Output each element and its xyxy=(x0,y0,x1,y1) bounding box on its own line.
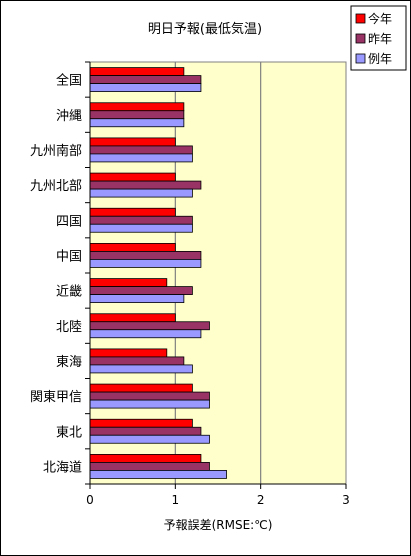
x-axis-ticks: 0 1 2 3 xyxy=(86,484,350,507)
y-tick-label-0: 全国 xyxy=(56,73,82,89)
bar-3-9 xyxy=(89,364,193,374)
bar-2-12 xyxy=(89,462,210,471)
bar-1-3 xyxy=(89,137,176,147)
chart-title: 明日予報(最低気温) xyxy=(148,21,262,37)
bar-2-2 xyxy=(89,110,185,120)
y-tick-label-4: 四国 xyxy=(56,214,82,229)
y-tick-label-6: 近畿 xyxy=(56,285,82,300)
bar-3-8 xyxy=(89,329,202,339)
bar-2-3 xyxy=(89,145,193,155)
legend-swatch-3 xyxy=(355,53,366,64)
legend-swatch-2 xyxy=(355,33,366,44)
bar-1-6 xyxy=(89,243,176,252)
bar-2-6 xyxy=(89,251,202,260)
bar-3-12 xyxy=(89,470,227,479)
y-tick-label-9: 関東甲信 xyxy=(30,389,82,405)
legend-label-2: 昨年 xyxy=(368,32,392,46)
bar-3-11 xyxy=(89,434,210,444)
x-axis-title: 予報誤差(RMSE:℃) xyxy=(164,517,273,532)
y-tick-label-8: 東海 xyxy=(56,354,82,370)
bar-1-8 xyxy=(89,313,176,323)
legend-swatch-1 xyxy=(355,13,366,24)
bar-2-8 xyxy=(89,321,210,331)
bar-1-12 xyxy=(89,454,202,463)
bar-1-1 xyxy=(89,67,185,76)
y-tick-label-10: 東北 xyxy=(56,424,82,440)
bar-2-9 xyxy=(89,356,185,366)
bar-3-4 xyxy=(89,188,193,198)
y-tick-label-11: 北海道 xyxy=(43,460,82,475)
y-tick-label-7: 北陸 xyxy=(56,319,82,335)
bar-2-10 xyxy=(89,391,210,401)
bar-1-10 xyxy=(89,383,193,393)
bar-3-6 xyxy=(89,259,202,268)
bar-2-11 xyxy=(89,426,202,436)
bar-2-4 xyxy=(89,180,202,190)
plot-area xyxy=(89,61,347,485)
bar-3-2 xyxy=(89,118,185,128)
bar-1-11 xyxy=(89,418,193,428)
bar-1-4 xyxy=(89,172,176,182)
bar-2-1 xyxy=(89,75,202,84)
legend-label-1: 今年 xyxy=(368,11,392,26)
grid-lines xyxy=(174,62,262,484)
bar-1-5 xyxy=(89,207,176,217)
bar-3-10 xyxy=(89,399,210,409)
bar-3-3 xyxy=(89,153,193,163)
x-tick-label-1: 1 xyxy=(172,493,180,507)
x-tick-label-3: 3 xyxy=(342,493,350,507)
x-tick-label-0: 0 xyxy=(86,493,94,507)
y-tick-label-3: 九州北部 xyxy=(30,179,82,194)
bar-1-7 xyxy=(89,278,168,287)
bar-3-5 xyxy=(89,223,193,233)
y-tick-label-5: 中国 xyxy=(56,249,82,264)
bar-2-7 xyxy=(89,286,193,295)
y-tick-label-2: 九州南部 xyxy=(30,143,82,159)
bar-3-7 xyxy=(89,294,185,303)
legend-label-3: 例年 xyxy=(368,52,392,66)
bar-3-1 xyxy=(89,83,202,92)
bar-1-2 xyxy=(89,102,185,112)
y-tick-label-1: 沖縄 xyxy=(56,109,82,124)
bar-1-9 xyxy=(89,348,168,358)
bar-2-5 xyxy=(89,215,193,225)
x-tick-label-2: 2 xyxy=(257,493,265,507)
